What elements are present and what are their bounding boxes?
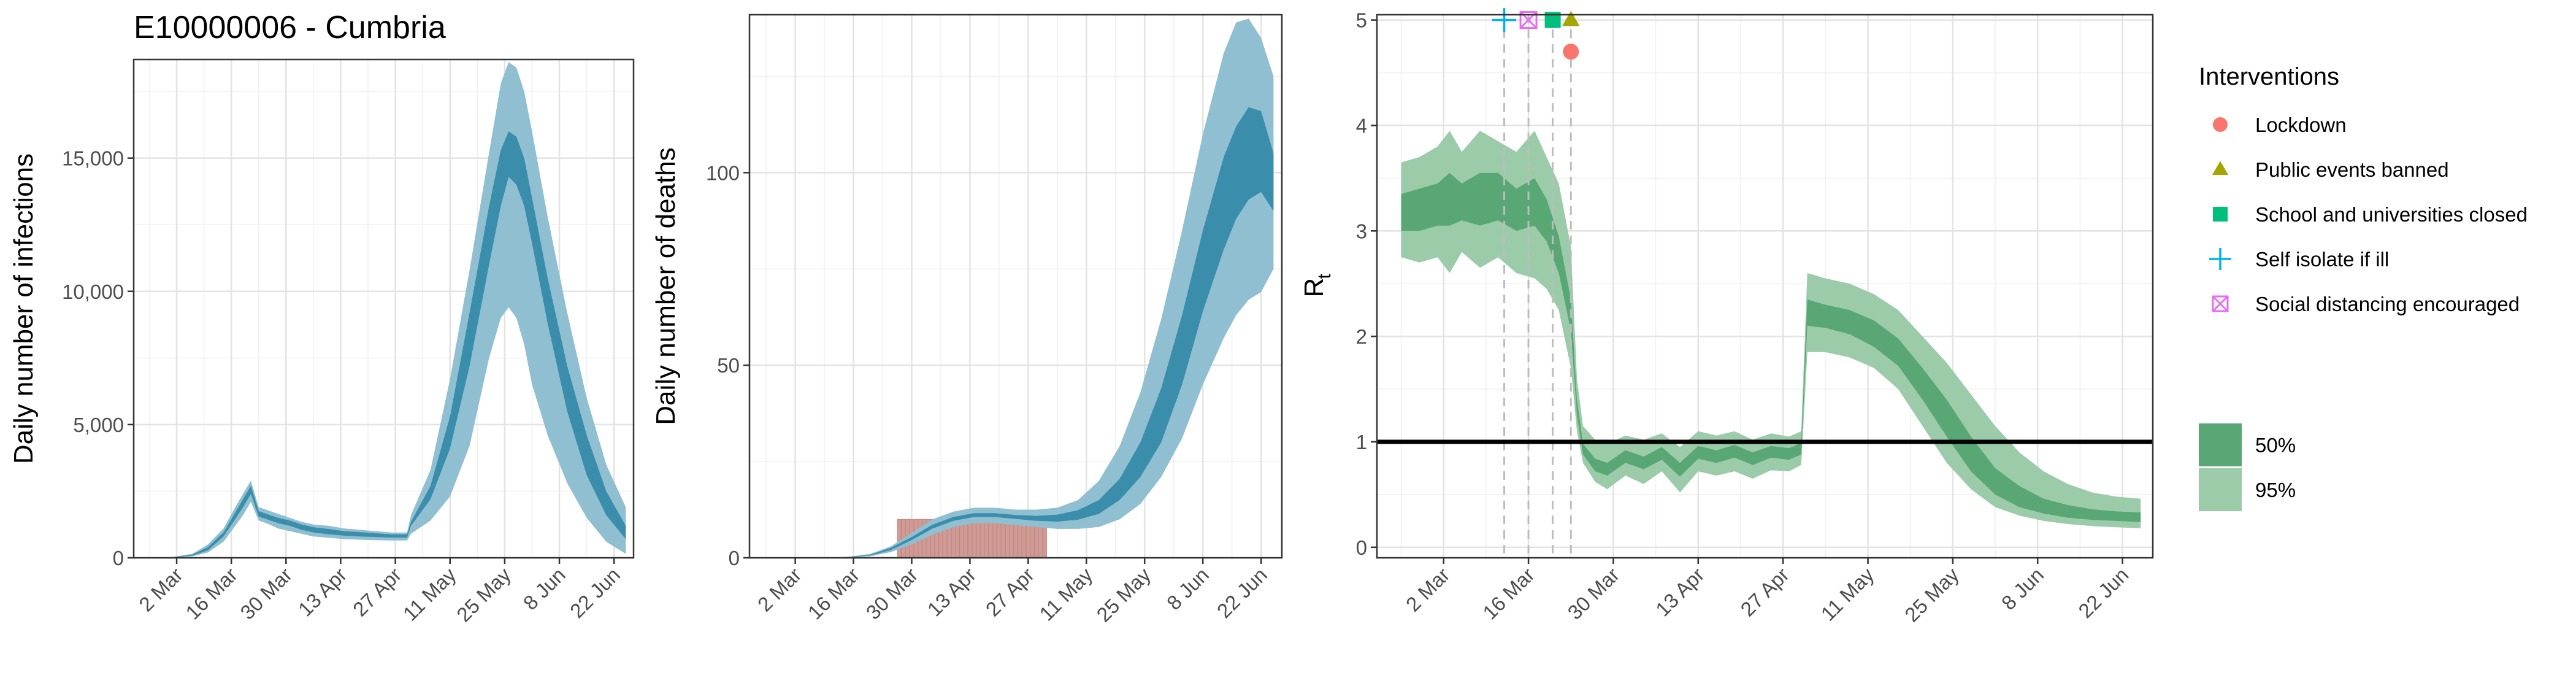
y-tick-label: 15,000	[62, 147, 124, 170]
y-axis-title: Rt	[1299, 274, 1335, 298]
x-tick-label: 11 May	[1035, 563, 1097, 625]
y-tick-label: 3	[1356, 220, 1367, 242]
chart-title: E10000006 - Cumbria	[134, 10, 446, 45]
death-bar	[997, 519, 1002, 558]
panel-border	[132, 58, 635, 559]
panel-border	[748, 14, 1283, 559]
x-tick-label: 27 Apr	[981, 563, 1039, 621]
x-tick-label: 8 Jun	[519, 563, 570, 614]
death-bar	[1005, 519, 1010, 558]
x-tick-label: 8 Jun	[1997, 563, 2048, 614]
legend-item-label: Public events banned	[2255, 158, 2449, 181]
death-bar	[976, 519, 981, 558]
x-tick-label: 2 Mar	[1401, 563, 1454, 616]
x-tick-label: 30 Mar	[862, 563, 922, 624]
legend-key-boxx	[2212, 295, 2229, 312]
x-tick-label: 22 Jun	[565, 563, 624, 622]
y-tick-label: 5	[1356, 9, 1367, 32]
intervention-marker	[1562, 10, 1580, 26]
y-axis-title: Daily number of deaths	[651, 147, 681, 425]
x-tick-label: 13 Apr	[1651, 563, 1709, 621]
y-tick-label: 50	[717, 354, 740, 377]
death-bar	[988, 519, 993, 558]
x-tick-label: 13 Apr	[294, 563, 351, 621]
band-50	[1401, 172, 2141, 522]
x-tick-label: 16 Mar	[1478, 563, 1539, 624]
legend-key-triangle	[2212, 161, 2229, 176]
death-bar	[972, 519, 976, 558]
y-tick-label: 100	[706, 161, 740, 184]
legend-band-label: 95%	[2255, 479, 2296, 501]
x-tick-label: 11 May	[399, 563, 461, 625]
x-tick-label: 16 Mar	[803, 563, 864, 624]
x-tick-label: 30 Mar	[236, 563, 296, 624]
legend-title: Interventions	[2199, 63, 2339, 90]
y-tick-label: 0	[729, 547, 740, 569]
x-tick-label: 2 Mar	[753, 563, 806, 616]
x-tick-label: 2 Mar	[134, 563, 187, 616]
legend-key-boxx	[2212, 295, 2229, 312]
x-tick-label: 22 Jun	[1213, 563, 1271, 622]
y-axis-title-main: R	[1299, 278, 1329, 298]
x-tick-label: 25 May	[1900, 563, 1963, 626]
legend-item-label: Self isolate if ill	[2255, 248, 2389, 271]
death-bar	[967, 519, 972, 558]
intervention-marker	[1563, 44, 1579, 60]
y-tick-label: 0	[113, 547, 124, 569]
y-tick-label: 1	[1356, 431, 1367, 453]
x-tick-label: 25 May	[1092, 563, 1155, 626]
band-95	[149, 62, 626, 558]
intervention-marker	[1492, 8, 1517, 33]
legend-band-swatch	[2199, 468, 2242, 511]
y-tick-label: 10,000	[62, 280, 124, 303]
x-tick-label: 25 May	[452, 563, 515, 626]
death-bar	[1001, 519, 1006, 558]
x-tick-label: 13 Apr	[923, 563, 981, 621]
legend-key-plus	[2209, 248, 2231, 270]
x-tick-label: 16 Mar	[181, 563, 242, 624]
y-axis-title: Daily number of infections	[9, 153, 39, 464]
x-tick-label: 22 Jun	[2074, 563, 2133, 622]
intervention-marker	[1519, 11, 1538, 29]
y-tick-label: 2	[1356, 325, 1367, 348]
y-axis-title-sub: t	[1314, 274, 1335, 279]
legend-band-label: 50%	[2255, 434, 2296, 457]
x-tick-label: 30 Mar	[1563, 563, 1624, 624]
death-bar	[897, 519, 902, 558]
y-tick-label: 4	[1356, 114, 1367, 137]
legend-item-label: Social distancing encouraged	[2255, 293, 2520, 315]
death-bar	[992, 519, 997, 558]
x-tick-label: 8 Jun	[1162, 563, 1213, 614]
x-tick-label: 27 Apr	[348, 563, 406, 621]
death-bar	[1009, 519, 1014, 558]
legend-item-label: Lockdown	[2255, 114, 2347, 136]
y-tick-label: 0	[1356, 536, 1367, 559]
death-bar	[980, 519, 985, 558]
rt-panel: 0 1 2 3 4 5 2 Mar 16 Mar 30 Mar 13 Apr 27 Apr 11 Ma…	[1299, 8, 2154, 626]
legend-band-swatch	[2199, 423, 2242, 466]
x-tick-label: 11 May	[1816, 563, 1878, 625]
legend-item-label: School and universities closed	[2255, 203, 2528, 226]
y-tick-label: 5,000	[73, 414, 124, 436]
panel-border	[1376, 14, 2154, 559]
legend-key-circle	[2213, 117, 2228, 132]
death-bar	[964, 519, 968, 558]
x-tick-label: 27 Apr	[1736, 563, 1793, 621]
legend: Interventions Lockdown Public events banne…	[2199, 63, 2528, 511]
band-50	[791, 107, 1274, 558]
death-bar	[984, 519, 989, 558]
legend-key-square	[2213, 207, 2228, 222]
